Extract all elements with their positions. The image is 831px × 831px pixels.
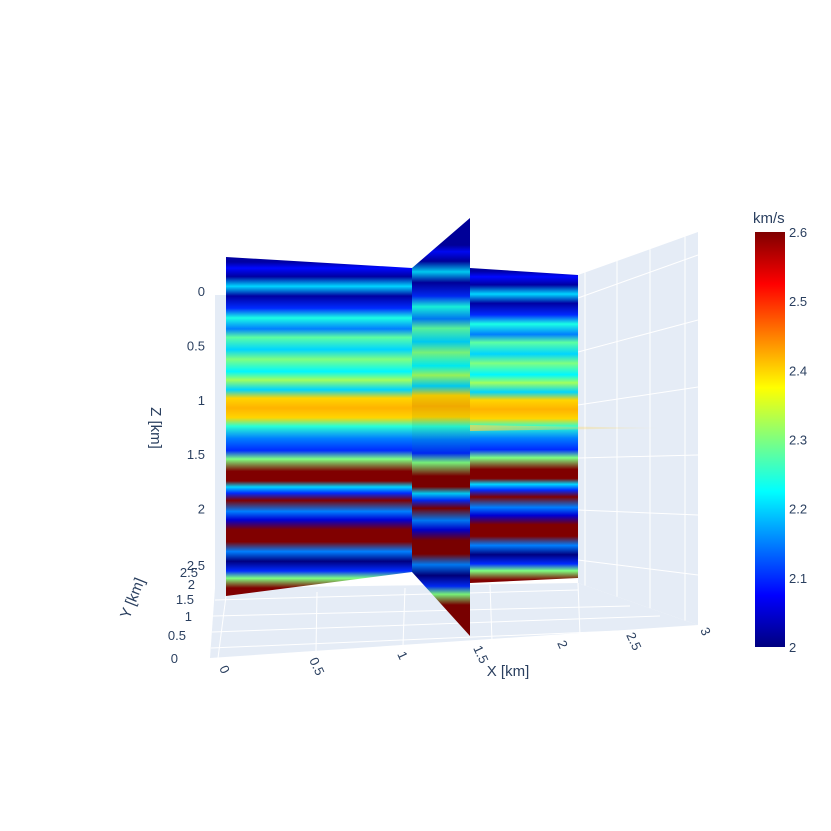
- colorbar-tick-label: 2.6: [789, 225, 807, 240]
- y-tick-label: 1: [185, 609, 192, 624]
- isosurface-glow: [470, 425, 665, 431]
- z-tick-label: 0: [198, 284, 205, 299]
- x-tick-label: 0.5: [306, 655, 327, 678]
- slice-shading-front: [412, 218, 470, 636]
- z-axis-ticks: 0 0.5 1 1.5 2 2.5: [187, 284, 205, 573]
- colorbar-tick-label: 2.1: [789, 571, 807, 586]
- colorbar-title: km/s: [753, 210, 785, 227]
- colorbar-gradient: [755, 232, 785, 647]
- y-tick-label: 2.5: [180, 565, 198, 580]
- x-tick-label: 1: [394, 649, 411, 662]
- x-tick-label: 3: [697, 625, 714, 638]
- colorbar-ticks: 2 2.1 2.2 2.3 2.4 2.5 2.6: [789, 225, 807, 655]
- y-tick-label: 2: [188, 577, 195, 592]
- x-tick-label: 2.5: [623, 630, 644, 653]
- back-wall-left: [215, 295, 226, 596]
- velocity-slices: [226, 218, 665, 636]
- wall-gridlines: [577, 236, 699, 621]
- floor-plane: [210, 583, 698, 658]
- z-axis-title: Z [km]: [147, 407, 164, 449]
- colorbar-tick-label: 2.5: [789, 294, 807, 309]
- back-wall-right: [578, 232, 698, 625]
- z-tick-label: 1.5: [187, 447, 205, 462]
- colorbar-tick-label: 2: [789, 640, 796, 655]
- z-tick-label: 2.5: [187, 558, 205, 573]
- y-axis-ticks: 0 0.5 1 1.522.5: [168, 565, 198, 666]
- x-axis-title: X [km]: [487, 663, 530, 680]
- x-tick-label: 1.5: [470, 643, 491, 666]
- slice-panel-x-front: [412, 218, 470, 636]
- floor-gridlines: [210, 582, 691, 659]
- colorbar-tick-label: 2.2: [789, 502, 807, 517]
- y-tick-label: 1.5: [176, 592, 194, 607]
- y-tick-label: 0.5: [168, 628, 186, 643]
- z-tick-label: 1: [198, 393, 205, 408]
- y-axis-title: Y [km]: [117, 576, 149, 622]
- colorbar: km/s 2 2.1 2.2 2.3 2.4 2.5 2.6: [753, 210, 807, 655]
- z-tick-label: 0.5: [187, 338, 205, 353]
- x-tick-label: 2: [554, 638, 571, 651]
- x-tick-label: 0: [216, 663, 233, 676]
- scene-walls: [210, 232, 699, 659]
- slice-panel-y-left: [226, 257, 412, 596]
- y-tick-label: 0: [171, 651, 178, 666]
- slice-panel-y-right: [470, 268, 578, 583]
- z-tick-label: 2: [198, 502, 205, 517]
- colorbar-tick-label: 2.4: [789, 363, 807, 378]
- colorbar-tick-label: 2.3: [789, 433, 807, 448]
